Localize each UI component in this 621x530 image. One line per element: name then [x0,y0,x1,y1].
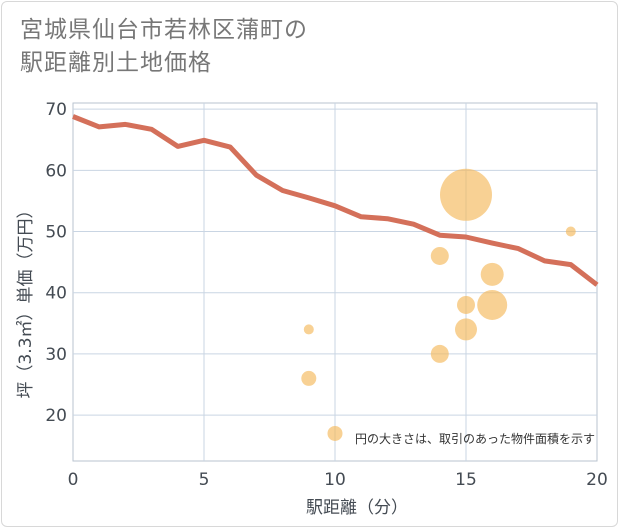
scatter-point [301,370,317,386]
y-tick-label: 40 [45,284,67,304]
x-tick-label: 15 [455,470,477,490]
bubble-size-note: 円の大きさは、取引のあった物件面積を示す [355,431,595,446]
average-price-line [72,114,599,287]
x-tick-label: 0 [68,470,79,490]
axis-ticks: 0 5 10 15 20 20 30 40 50 60 70 [45,100,607,490]
y-tick-label: 50 [45,223,67,243]
scatter-point [565,226,576,237]
x-tick-label: 20 [586,470,608,490]
grid [72,102,598,462]
y-tick-label: 30 [45,345,67,365]
y-tick-label: 20 [45,406,67,426]
y-tick-label: 70 [45,100,67,120]
scatter-point [430,246,449,265]
scatter-point [480,262,504,286]
scatter-point [303,324,314,335]
x-tick-label: 5 [199,470,210,490]
y-axis-label: 坪（3.3㎡）単価（万円） [16,201,36,398]
chart-title-line2: 駅距離別土地価格 [20,50,212,76]
x-tick-label: 10 [324,470,346,490]
chart-title-line1: 宮城県仙台市若林区蒲町の [20,17,308,43]
scatter-point [457,295,475,314]
scatter-point [455,318,477,341]
scatter-point [477,289,508,320]
x-axis-label: 駅距離（分） [306,498,408,518]
scatter-points [301,168,576,441]
chart-title: 宮城県仙台市若林区蒲町の 駅距離別土地価格 [20,14,308,80]
scatter-point [430,344,449,363]
scatter-point [440,168,492,221]
scatter-point [327,425,343,441]
y-tick-label: 60 [45,161,67,181]
